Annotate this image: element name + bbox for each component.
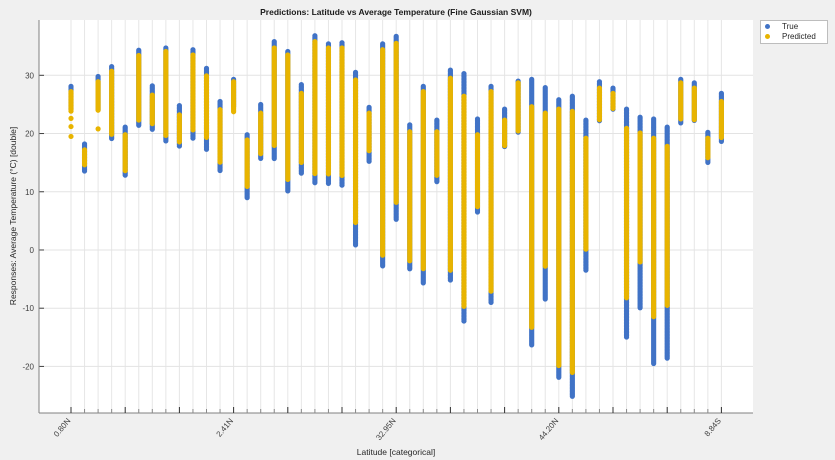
- predicted-point: [325, 171, 332, 177]
- true-point: [556, 374, 562, 380]
- true-point: [583, 267, 589, 273]
- predicted-point: [258, 151, 264, 157]
- predicted-point: [176, 139, 182, 145]
- true-point: [285, 188, 291, 194]
- true-point: [407, 266, 413, 272]
- true-point: [637, 305, 643, 311]
- true-point: [461, 318, 467, 324]
- true-point: [339, 182, 345, 188]
- true-point: [244, 195, 250, 201]
- true-point: [651, 360, 657, 367]
- true-point: [434, 179, 440, 185]
- true-point: [312, 180, 318, 186]
- true-point: [149, 126, 155, 132]
- true-point: [136, 122, 142, 128]
- predicted-point: [339, 172, 345, 179]
- predicted-point: [298, 159, 304, 165]
- true-point: [325, 180, 332, 186]
- true-point: [217, 167, 223, 174]
- predicted-point: [231, 109, 237, 115]
- predicted-point: [190, 127, 196, 133]
- true-point: [623, 334, 630, 340]
- true-point: [109, 135, 115, 142]
- predicted-point: [95, 107, 101, 113]
- true-point: [447, 277, 453, 283]
- predicted-point: [285, 176, 291, 183]
- true-point: [258, 155, 264, 162]
- true-point: [190, 135, 196, 141]
- predicted-point: [109, 131, 115, 137]
- true-point: [380, 263, 386, 269]
- true-point: [122, 172, 128, 178]
- predicted-point: [217, 159, 223, 165]
- true-point: [298, 170, 304, 176]
- predicted-point: [163, 132, 169, 139]
- predicted-point: [312, 170, 318, 177]
- true-point: [529, 342, 535, 348]
- true-point: [393, 216, 399, 222]
- predicted-point: [81, 162, 88, 168]
- predicted-point: [203, 134, 210, 140]
- true-point: [542, 296, 548, 302]
- true-point: [678, 120, 684, 126]
- true-point: [569, 393, 575, 399]
- true-point: [664, 355, 670, 361]
- predicted-point: [122, 168, 128, 174]
- predicted-point: [68, 108, 74, 114]
- predicted-point: [271, 142, 277, 149]
- true-point: [271, 155, 277, 162]
- predicted-point: [136, 117, 142, 123]
- true-point: [81, 168, 88, 174]
- true-point: [705, 159, 711, 165]
- true-point: [366, 158, 372, 164]
- predicted-point: [244, 183, 250, 190]
- true-point: [474, 209, 481, 215]
- true-point: [203, 146, 210, 152]
- true-point: [488, 299, 494, 305]
- true-point: [352, 242, 359, 248]
- true-point: [718, 138, 725, 144]
- data-points: [68, 33, 725, 399]
- true-point: [420, 280, 426, 286]
- predicted-point: [149, 121, 155, 127]
- true-point: [163, 138, 169, 144]
- true-point: [176, 143, 182, 149]
